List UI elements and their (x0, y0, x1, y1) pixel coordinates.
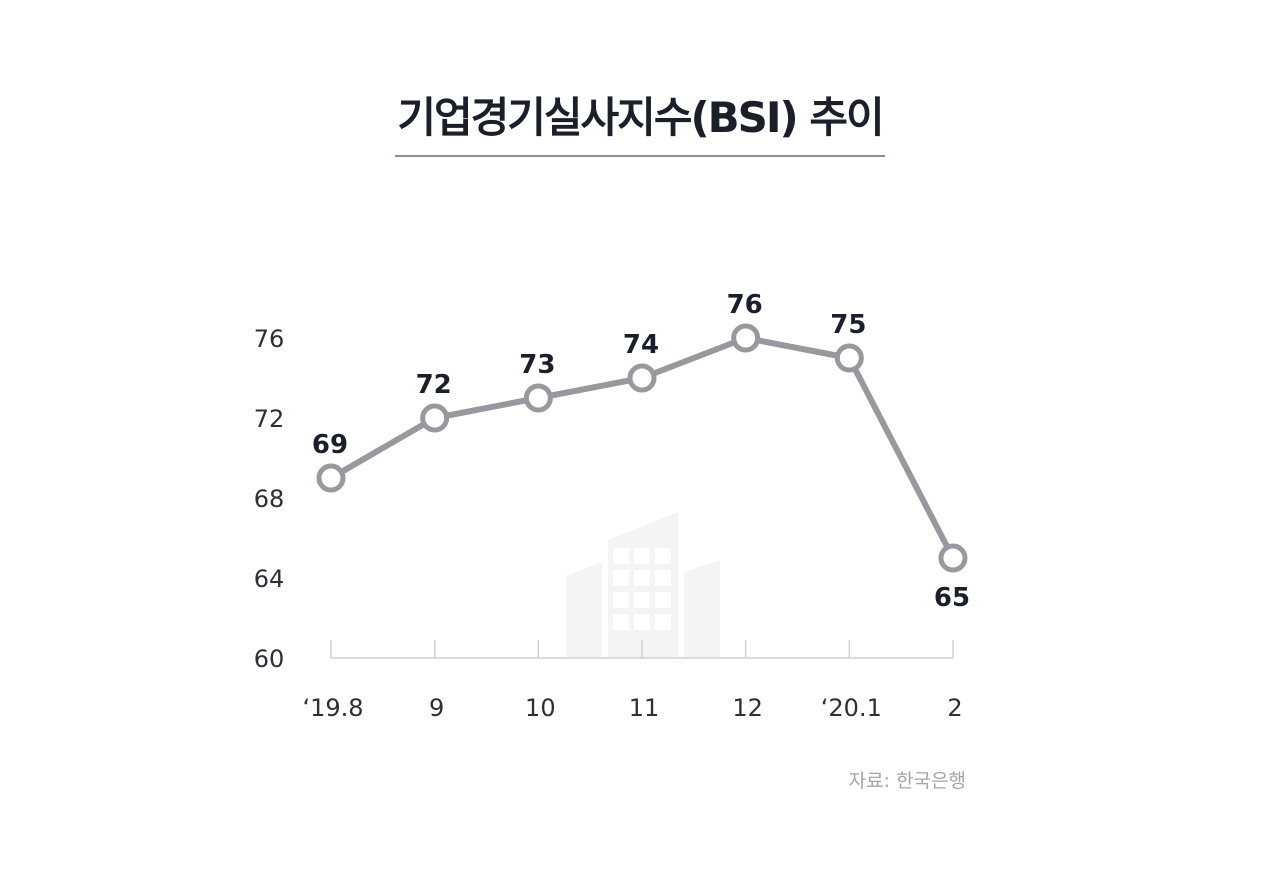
data-label: 69 (312, 430, 348, 460)
data-label: 72 (416, 370, 452, 400)
x-axis-tick-labels: ‘19.8 9 10 11 12 ‘20.1 2 (302, 694, 962, 722)
x-axis (330, 640, 954, 659)
x-tick-label: 12 (732, 694, 763, 722)
chart-title: 기업경기실사지수(BSI) 추이 (395, 84, 885, 157)
building-icon (566, 512, 720, 658)
data-label: 74 (623, 330, 659, 360)
y-tick-label: 76 (254, 325, 285, 353)
data-point-marker (420, 403, 450, 433)
data-point-marker (316, 463, 346, 493)
data-label: 76 (727, 290, 763, 320)
y-tick-label: 64 (254, 565, 285, 593)
x-tick-label: 2 (947, 694, 962, 722)
data-point-marker (627, 363, 657, 393)
y-tick-label: 60 (254, 645, 285, 673)
data-label: 65 (934, 583, 970, 613)
source-note: 자료: 한국은행 (848, 770, 966, 792)
data-point-marker (523, 383, 553, 413)
data-point-marker (731, 323, 761, 353)
y-axis-tick-labels: 60 64 68 72 76 (254, 325, 285, 673)
x-tick-label: 9 (429, 694, 444, 722)
data-label: 73 (519, 350, 555, 380)
x-tick-label: 11 (629, 694, 660, 722)
x-tick-label: 10 (525, 694, 556, 722)
chart-title-wrap: 기업경기실사지수(BSI) 추이 (0, 84, 1280, 157)
data-label: 75 (830, 310, 866, 340)
series-markers (316, 323, 968, 573)
y-tick-label: 68 (254, 485, 285, 513)
data-labels: 69 72 73 74 76 75 65 (312, 290, 970, 613)
x-tick-label: ‘19.8 (302, 694, 363, 722)
x-tick-label: ‘20.1 (821, 694, 882, 722)
data-point-marker (834, 343, 864, 373)
y-tick-label: 72 (254, 405, 285, 433)
data-point-marker (938, 543, 968, 573)
